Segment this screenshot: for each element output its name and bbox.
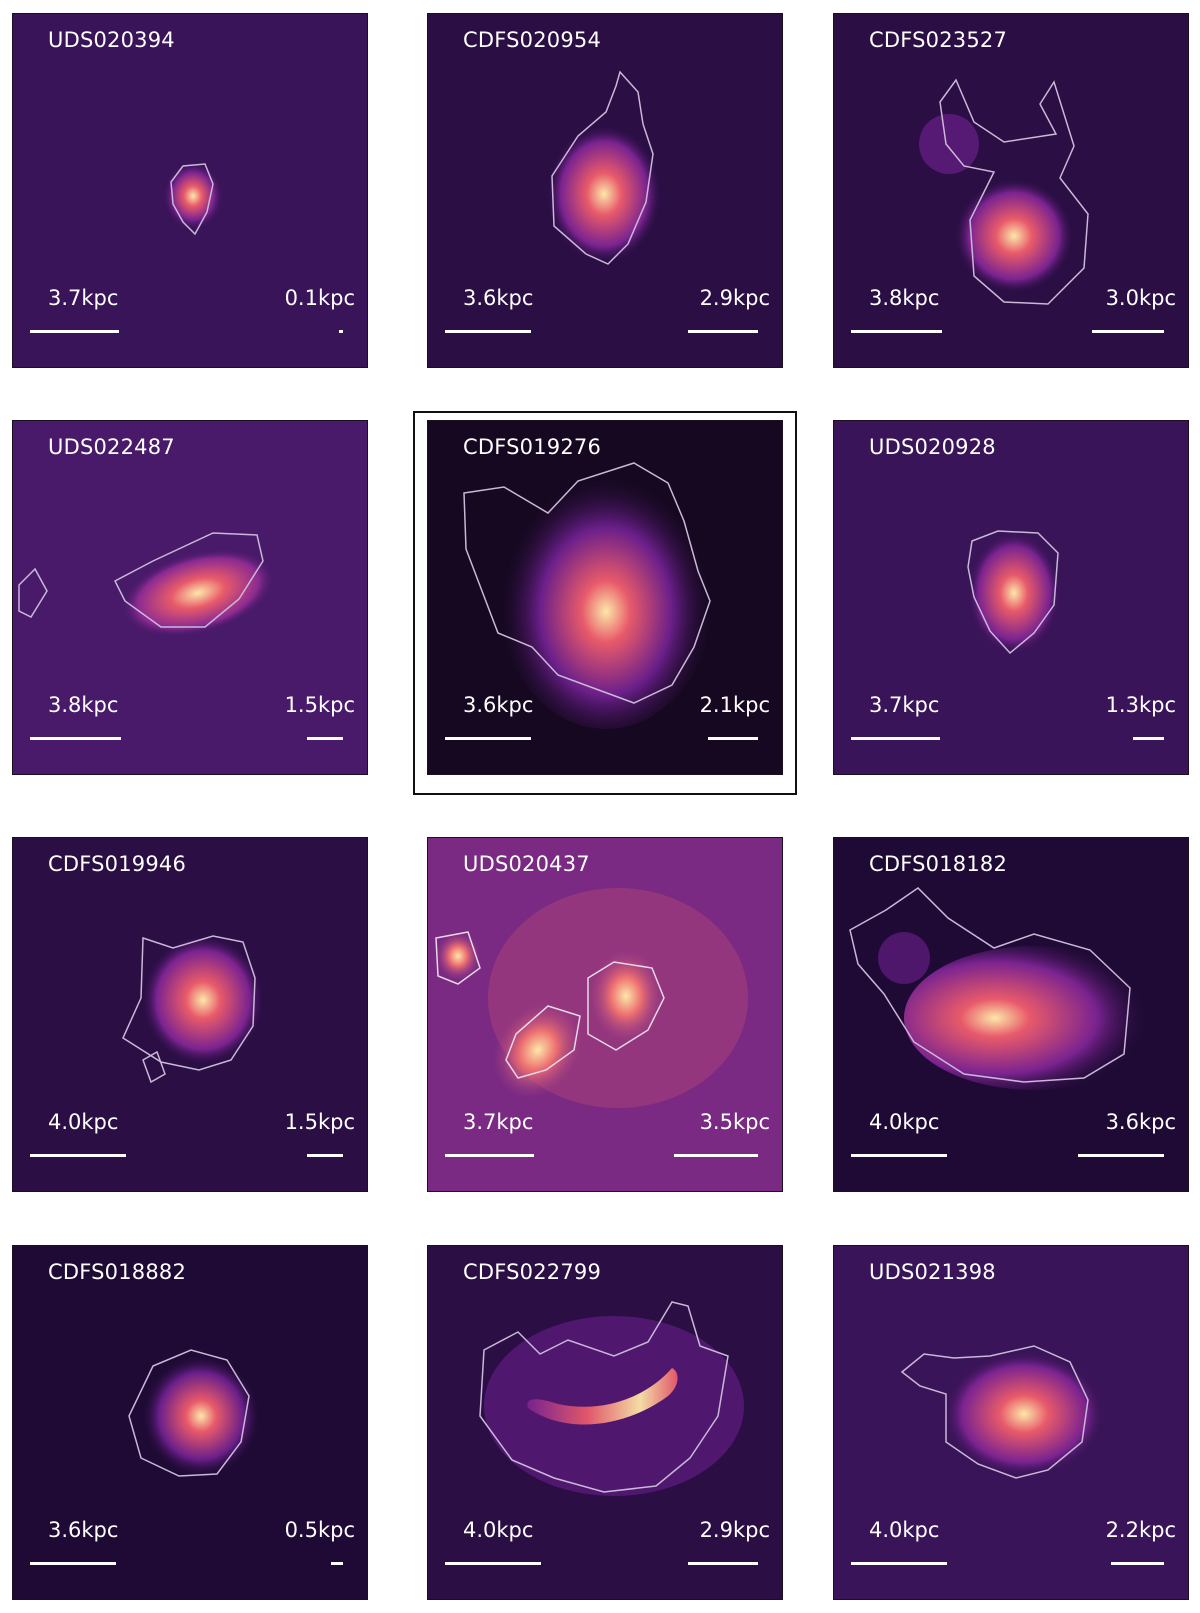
scale-bar-right [1077, 1154, 1164, 1157]
scale-bar-right [1132, 737, 1164, 740]
galaxy-panel-3: CDFS023527 3.8kpc 3.0kpc [833, 13, 1189, 368]
scale-bar-left [445, 737, 532, 740]
scale-label-right: 0.1kpc [284, 286, 355, 310]
scale-label-left: 3.7kpc [48, 286, 119, 310]
galaxy-panel-6: UDS020928 3.7kpc 1.3kpc [833, 420, 1189, 775]
galaxy-id: CDFS022799 [463, 1260, 602, 1284]
scale-label-right: 1.5kpc [284, 1110, 355, 1134]
galaxy-panel-4: UDS022487 3.8kpc 1.5kpc [12, 420, 368, 775]
scale-label-right: 1.5kpc [284, 693, 355, 717]
scale-bar-left [851, 330, 943, 333]
galaxy-image [428, 14, 782, 367]
galaxy-image [13, 838, 367, 1191]
galaxy-image [834, 14, 1188, 367]
galaxy-image [13, 1246, 367, 1599]
scale-bar-left [30, 1154, 126, 1157]
scale-bar-right [1111, 1562, 1164, 1565]
scale-bar-left [851, 1562, 947, 1565]
scale-bar-right [339, 330, 343, 333]
galaxy-id: CDFS018882 [48, 1260, 187, 1284]
galaxy-panel-10: CDFS018882 3.6kpc 0.5kpc [12, 1245, 368, 1600]
highlight-frame [413, 411, 797, 795]
scale-bar-right [1092, 330, 1164, 333]
scale-label-right: 2.9kpc [699, 1518, 770, 1542]
galaxy-panel-2: CDFS020954 3.6kpc 2.9kpc [427, 13, 783, 368]
galaxy-panel-7: CDFS019946 4.0kpc 1.5kpc [12, 837, 368, 1192]
scale-bar-left [445, 1154, 534, 1157]
scale-label-left: 3.7kpc [463, 1110, 534, 1134]
scale-label-left: 3.8kpc [869, 286, 940, 310]
galaxy-id: CDFS019946 [48, 852, 187, 876]
scale-label-left: 3.6kpc [48, 1518, 119, 1542]
scale-bar-right [707, 737, 758, 740]
galaxy-image [13, 14, 367, 367]
galaxy-image [428, 838, 782, 1191]
scale-label-left: 4.0kpc [869, 1110, 940, 1134]
galaxy-id: CDFS023527 [869, 28, 1008, 52]
scale-label-left: 3.6kpc [463, 286, 534, 310]
scale-label-right: 2.1kpc [699, 693, 770, 717]
galaxy-image [834, 1246, 1188, 1599]
galaxy-id: UDS020437 [463, 852, 590, 876]
scale-bar-left [30, 1562, 117, 1565]
galaxy-image [428, 1246, 782, 1599]
scale-label-right: 3.6kpc [1105, 1110, 1176, 1134]
scale-label-right: 3.5kpc [699, 1110, 770, 1134]
galaxy-panel-5: CDFS019276 3.6kpc 2.1kpc [427, 420, 783, 775]
galaxy-image [834, 838, 1188, 1191]
scale-label-left: 4.0kpc [48, 1110, 119, 1134]
scale-bar-right [331, 1562, 343, 1565]
scale-bar-left [30, 330, 119, 333]
scale-bar-left [445, 330, 532, 333]
scale-bar-left [30, 737, 122, 740]
scale-bar-left [851, 1154, 947, 1157]
scale-label-right: 3.0kpc [1105, 286, 1176, 310]
scale-label-left: 4.0kpc [463, 1518, 534, 1542]
galaxy-panel-9: CDFS018182 4.0kpc 3.6kpc [833, 837, 1189, 1192]
scale-bar-right [688, 330, 758, 333]
galaxy-panel-11: CDFS022799 4.0kpc 2.9kpc [427, 1245, 783, 1600]
scale-label-right: 1.3kpc [1105, 693, 1176, 717]
galaxy-id: UDS020394 [48, 28, 175, 52]
scale-label-left: 3.6kpc [463, 693, 534, 717]
scale-label-left: 3.8kpc [48, 693, 119, 717]
galaxy-panel-8: UDS020437 3.7kpc 3.5kpc [427, 837, 783, 1192]
scale-bar-right [674, 1154, 758, 1157]
galaxy-id: CDFS018182 [869, 852, 1008, 876]
scale-label-left: 4.0kpc [869, 1518, 940, 1542]
galaxy-id: CDFS019276 [463, 435, 602, 459]
scale-bar-right [688, 1562, 758, 1565]
galaxy-image [428, 421, 782, 774]
scale-label-right: 2.9kpc [699, 286, 770, 310]
scale-bar-left [851, 737, 940, 740]
galaxy-image [834, 421, 1188, 774]
scale-label-right: 0.5kpc [284, 1518, 355, 1542]
scale-bar-left [445, 1562, 541, 1565]
scale-bar-right [307, 737, 343, 740]
galaxy-id: UDS020928 [869, 435, 996, 459]
galaxy-id: CDFS020954 [463, 28, 602, 52]
galaxy-id: UDS022487 [48, 435, 175, 459]
scale-label-right: 2.2kpc [1105, 1518, 1176, 1542]
galaxy-image [13, 421, 367, 774]
galaxy-panel-1: UDS020394 3.7kpc 0.1kpc [12, 13, 368, 368]
galaxy-panel-12: UDS021398 4.0kpc 2.2kpc [833, 1245, 1189, 1600]
galaxy-id: UDS021398 [869, 1260, 996, 1284]
scale-bar-right [307, 1154, 343, 1157]
scale-label-left: 3.7kpc [869, 693, 940, 717]
